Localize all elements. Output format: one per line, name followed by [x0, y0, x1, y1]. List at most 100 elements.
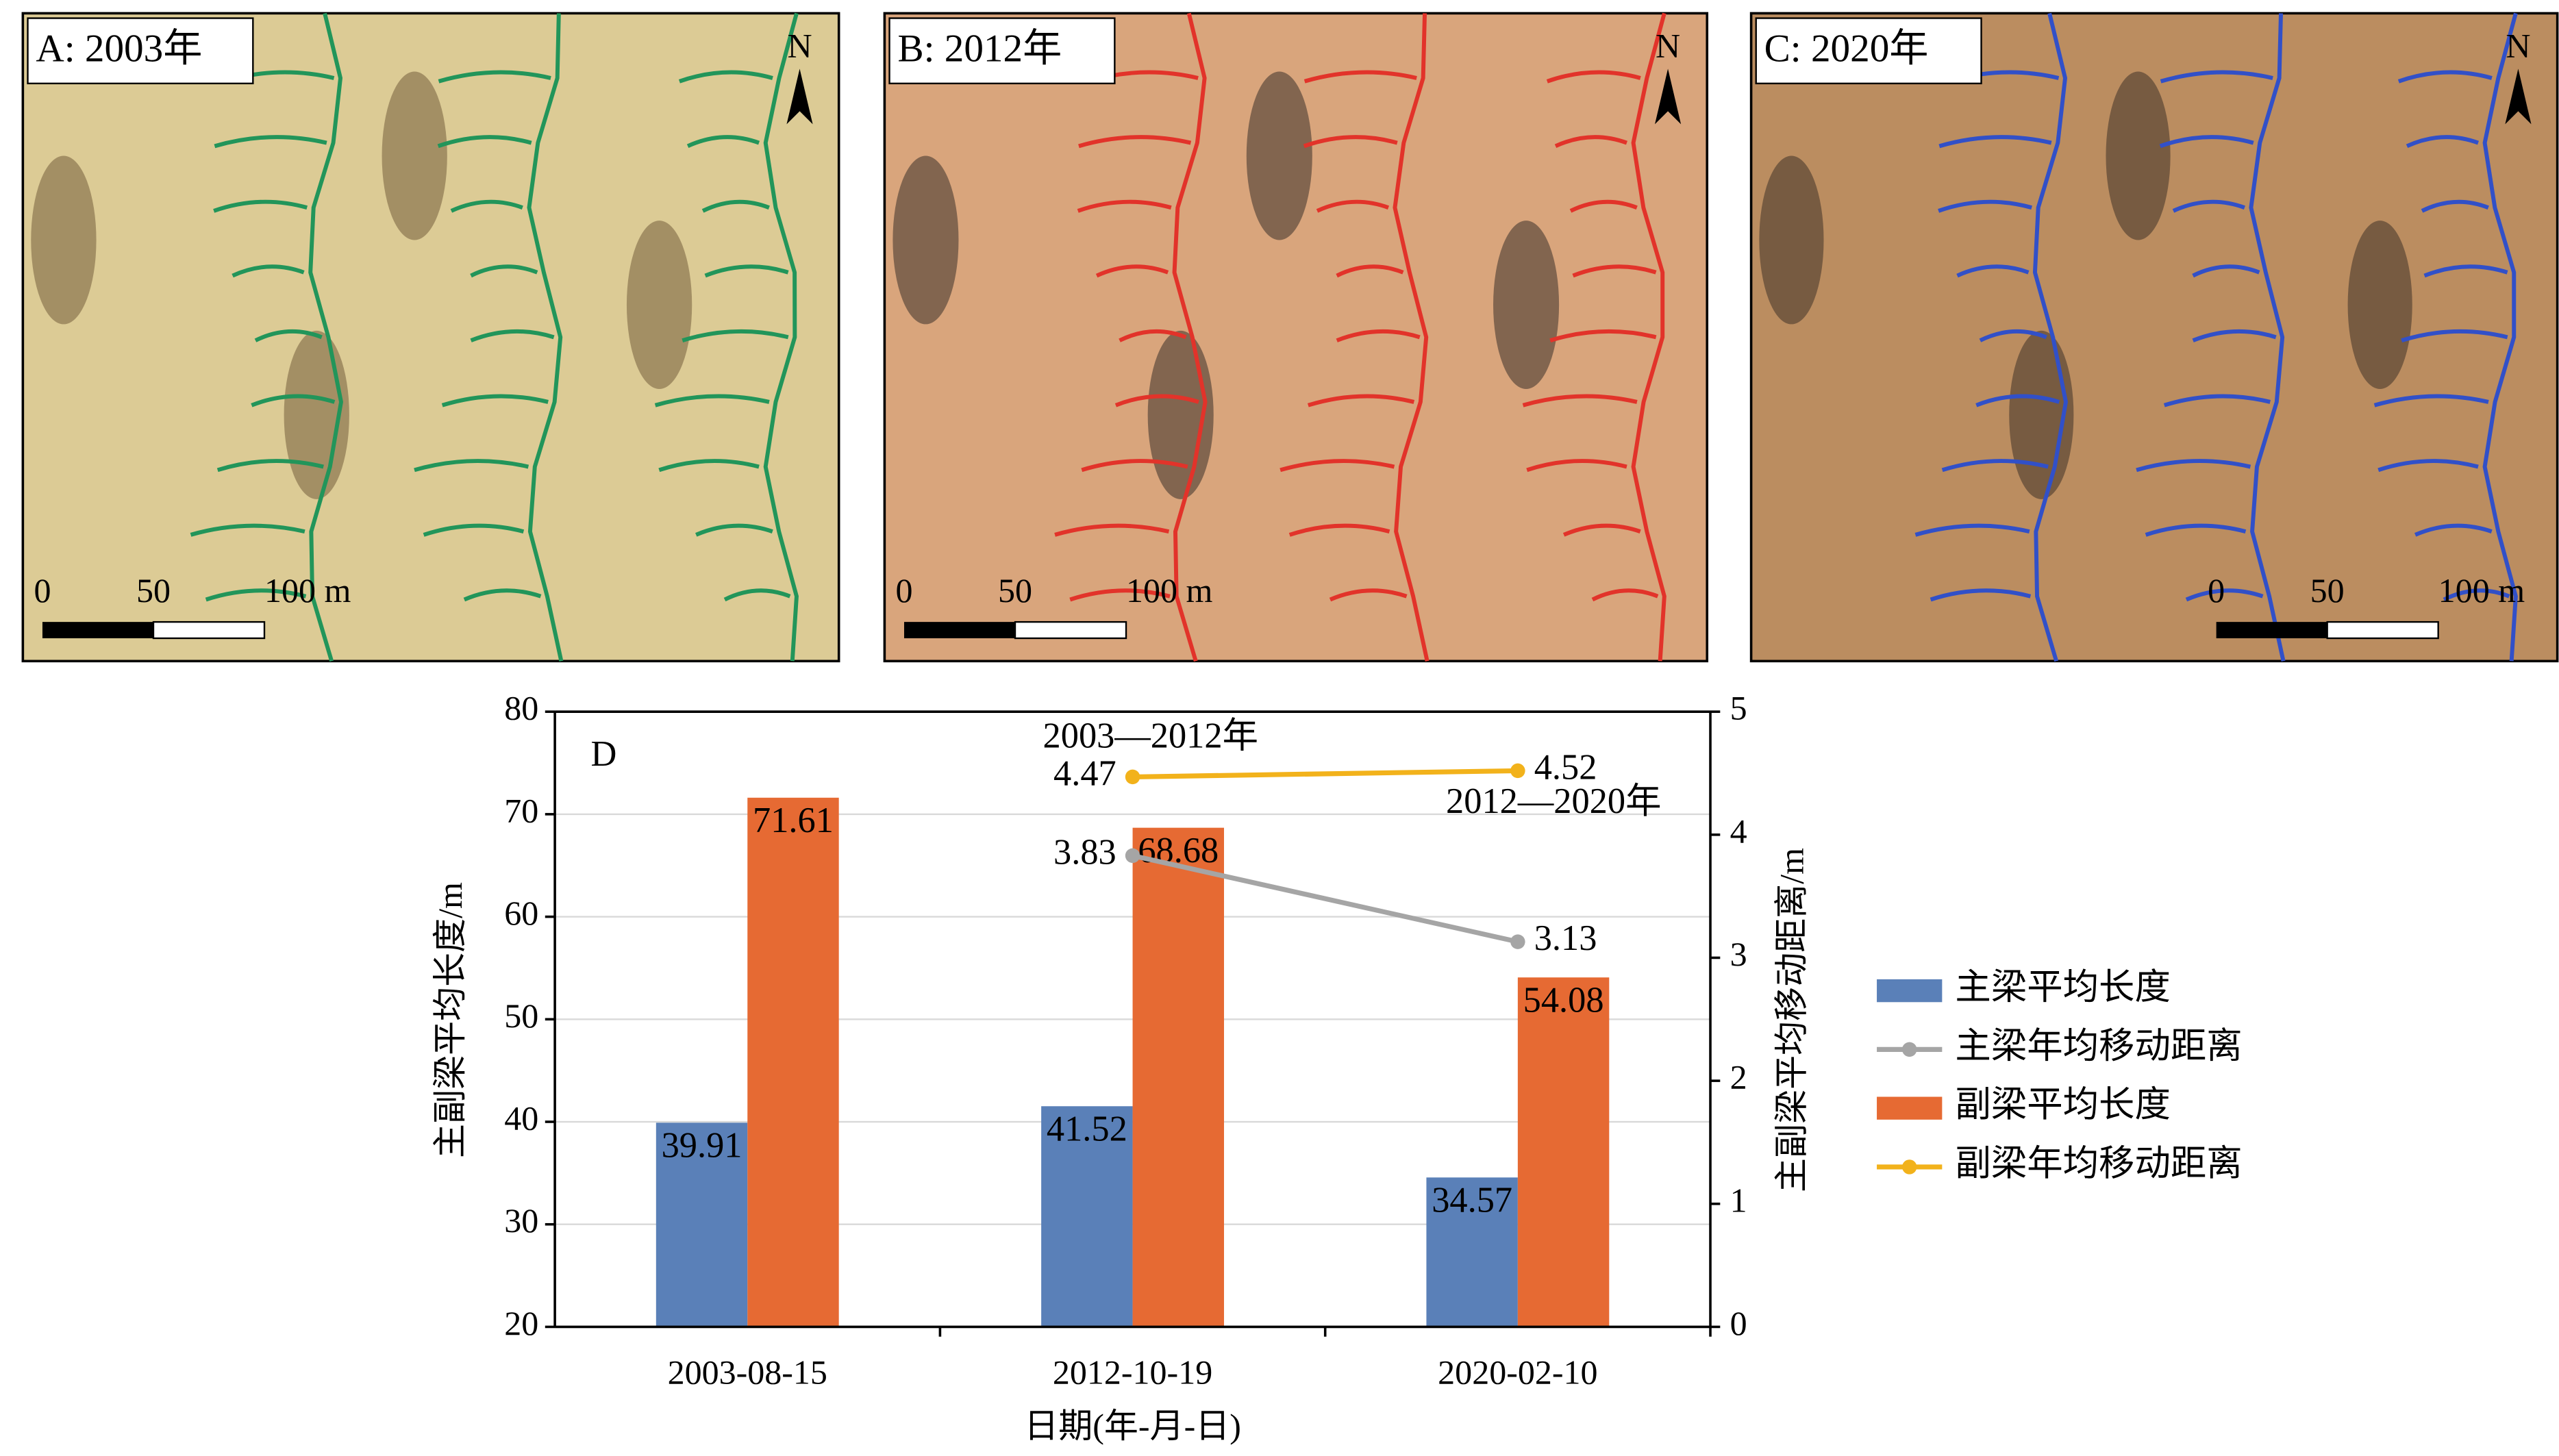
line-point [1510, 934, 1525, 949]
bar-value-label: 39.91 [662, 1126, 742, 1166]
scale-bar-white [152, 620, 266, 640]
panel-label-box [888, 17, 1116, 85]
side-ridge [2159, 135, 2254, 149]
bar [1132, 827, 1224, 1327]
image-panel: B: 2012年 0 50 100 m N [883, 12, 1709, 663]
scale-label: 100 m [1126, 571, 1213, 610]
side-ridge [414, 459, 529, 473]
side-ridge [723, 588, 791, 602]
side-ridge [438, 70, 551, 84]
scale-label: 100 m [2438, 571, 2525, 610]
side-ridge [2192, 264, 2260, 278]
side-ridge [2406, 135, 2480, 149]
legend-label: 副梁年均移动距离 [1955, 1144, 2242, 1183]
line-value-label: 4.47 [1053, 753, 1116, 793]
side-ridge [678, 70, 773, 84]
y-tick-label: 70 [504, 791, 538, 829]
panel-label: A: 2003年 [36, 27, 202, 71]
scale-label: 0 [895, 571, 912, 610]
side-ridge [1054, 523, 1170, 537]
bar [656, 1122, 748, 1327]
legend-marker [1901, 1042, 1917, 1057]
side-ridge [1956, 264, 2030, 278]
side-ridge [450, 199, 523, 213]
north-label: N [2506, 26, 2530, 64]
y-axis-label: 主副梁平均长度/m [431, 882, 469, 1158]
north-arrow [1655, 68, 1682, 125]
dark-patch [2347, 221, 2412, 390]
scale-label: 100 m [264, 571, 351, 610]
legend-swatch [1877, 1096, 1943, 1120]
dark-patch [31, 155, 97, 325]
y2-tick-label: 4 [1730, 812, 1747, 850]
side-ridge [2136, 459, 2251, 473]
side-ridge [1077, 199, 1172, 213]
dark-patch [1493, 221, 1560, 390]
line [1132, 768, 1518, 779]
side-ridge [470, 329, 555, 342]
side-ridge [2145, 523, 2247, 537]
north-label: N [787, 26, 812, 64]
north-arrow [786, 68, 813, 125]
side-ridge [1095, 264, 1169, 278]
side-ridge [1562, 523, 1641, 537]
side-ridge [1336, 329, 1421, 342]
scale-label: 50 [2310, 571, 2345, 610]
side-ridge [1554, 135, 1628, 149]
bar [1041, 1106, 1133, 1327]
panel-label-box [27, 17, 254, 85]
north-label: N [1656, 26, 1680, 64]
side-ridge [205, 588, 307, 602]
main-ridge [2249, 13, 2286, 662]
bar-value-label: 54.08 [1523, 980, 1604, 1020]
scale-bar-white [1014, 620, 1127, 640]
side-ridge [1549, 329, 1657, 342]
bar-value-label: 34.57 [1432, 1180, 1512, 1220]
side-ridge [695, 523, 773, 537]
main-ridge [2482, 12, 2518, 662]
y-tick-label: 30 [504, 1201, 538, 1240]
side-ridge [2163, 394, 2271, 407]
side-ridge [214, 135, 327, 149]
side-ridge [1069, 588, 1171, 602]
side-ridge [1114, 394, 1199, 407]
y2-tick-label: 0 [1730, 1304, 1747, 1342]
side-ridge [682, 329, 789, 342]
side-ridge [423, 523, 525, 537]
side-ridge [1336, 264, 1404, 278]
annotation: 2012—2020年 [1446, 781, 1661, 821]
dark-patch [2106, 71, 2171, 240]
y2-tick-label: 3 [1730, 935, 1747, 973]
side-ridge [1569, 199, 1638, 213]
dark-patch [626, 221, 692, 390]
side-ridge [1526, 459, 1627, 473]
line-point [1125, 769, 1140, 785]
side-ridge [463, 588, 542, 602]
bar-value-label: 71.61 [753, 801, 834, 840]
side-ridge [2443, 588, 2510, 602]
north-arrow [2505, 68, 2532, 125]
annotation: D [591, 734, 617, 774]
side-ridge [1975, 394, 2060, 407]
side-ridge [1930, 588, 2032, 602]
side-ridge [1078, 135, 1192, 149]
side-ridge [2397, 70, 2493, 84]
side-ridge [1941, 459, 2049, 473]
side-ridge [232, 264, 305, 278]
legend-label: 副梁平均长度 [1955, 1085, 2170, 1125]
side-ridge [2423, 264, 2508, 278]
bar [1426, 1177, 1518, 1327]
side-ridge [2401, 329, 2508, 342]
side-ridge [1303, 135, 1398, 149]
panel-label: C: 2020年 [1764, 27, 1929, 71]
x-tick-label: 2003-08-15 [668, 1353, 827, 1391]
side-ridge [686, 135, 760, 149]
line [1132, 853, 1519, 944]
side-ridge [190, 523, 305, 537]
side-ridge [701, 199, 770, 213]
main-ridge [763, 12, 799, 662]
main-ridge [2032, 12, 2068, 662]
main-ridge [1631, 12, 1667, 662]
side-ridge [254, 329, 323, 342]
main-ridge [527, 13, 564, 662]
